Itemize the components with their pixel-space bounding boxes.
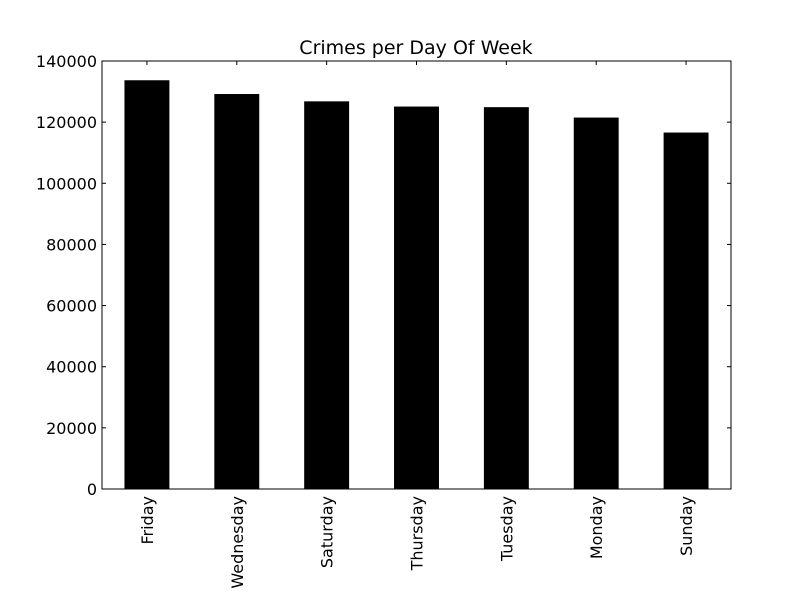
y-tick-label: 0 — [87, 480, 97, 499]
bar-wednesday — [214, 94, 260, 490]
x-tick-label-sunday: Sunday — [677, 496, 696, 556]
x-tick-label-wednesday: Wednesday — [228, 496, 247, 589]
bar-thursday — [394, 106, 439, 490]
chart-title: Crimes per Day Of Week — [299, 37, 532, 59]
x-tick-label-saturday: Saturday — [318, 496, 337, 568]
bar-saturday — [304, 101, 350, 489]
bar-tuesday — [483, 107, 529, 489]
y-tick-label: 100000 — [36, 174, 97, 193]
bar-monday — [573, 117, 619, 489]
bar-friday — [124, 80, 170, 489]
y-tick-label: 80000 — [46, 235, 97, 254]
y-tick-label: 140000 — [36, 52, 97, 71]
y-tick-label: 120000 — [36, 113, 97, 132]
x-tick-label-friday: Friday — [138, 496, 157, 545]
y-tick-label: 60000 — [46, 297, 97, 316]
bar-sunday — [663, 132, 709, 490]
y-tick-label: 40000 — [46, 358, 97, 377]
plot-frame — [101, 60, 732, 490]
bars-group — [124, 80, 709, 490]
y-tick-label: 20000 — [46, 419, 97, 438]
x-tick-labels: Friday Wednesday Saturday Thursday Tuesday Mo… — [138, 496, 696, 589]
x-tick-label-tuesday: Tuesday — [497, 496, 516, 562]
y-tick-labels: 0 20000 40000 60000 80000 100000 120000 140000 — [36, 52, 97, 499]
x-tick-label-monday: Monday — [587, 496, 606, 559]
x-tick-label-thursday: Thursday — [408, 496, 427, 571]
